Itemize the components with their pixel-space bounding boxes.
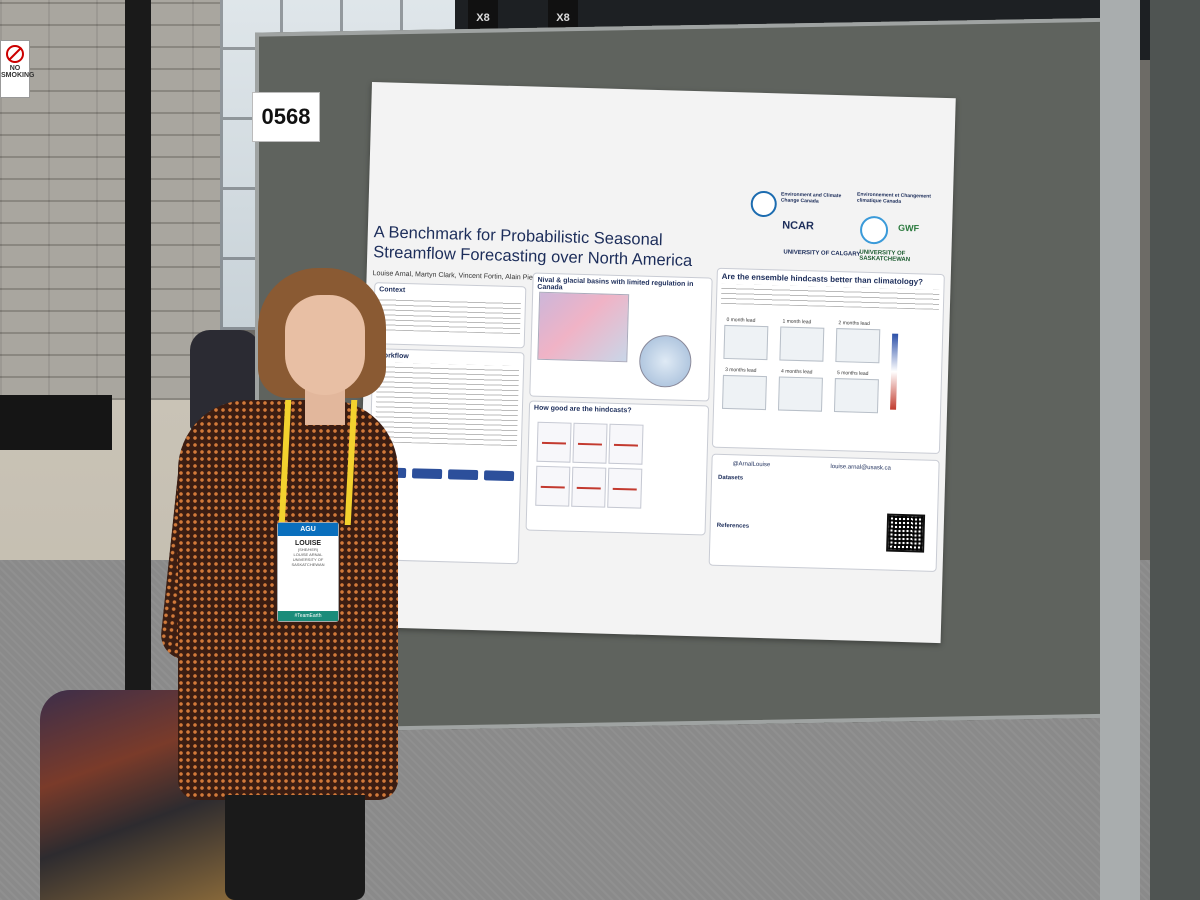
how-good-heading: How good are the hindcasts? bbox=[533, 404, 632, 415]
calgary-logo: UNIVERSITY OF CALGARY bbox=[783, 249, 861, 258]
skill-map-1 bbox=[779, 326, 825, 362]
skill-map-2 bbox=[835, 328, 881, 364]
lead-label-1: 1 month lead bbox=[782, 318, 812, 326]
person-face bbox=[285, 295, 365, 395]
workflow-step-3 bbox=[447, 469, 479, 481]
no-smoking-sign: NO SMOKING bbox=[0, 40, 35, 98]
context-text-lines bbox=[378, 296, 521, 335]
black-bench bbox=[0, 395, 112, 450]
workflow-text-lines bbox=[374, 362, 520, 447]
datasets-panel: @ArnalLouise louise.arnal@usask.ca Datas… bbox=[708, 453, 940, 572]
kge-plot-2 bbox=[572, 422, 608, 464]
eccc-logo: Environment and Climate Change Canada bbox=[780, 191, 842, 205]
basins-panel: Nival & glacial basins with limited regu… bbox=[529, 272, 713, 402]
lead-label-5: 5 months lead bbox=[836, 370, 869, 377]
name-badge: AGU LOUISE (SHE/HER) LOUISE ARNAL UNIVER… bbox=[277, 522, 339, 622]
badge-header: AGU bbox=[278, 523, 338, 536]
globe-logo-icon bbox=[859, 215, 889, 245]
lead-label-2: 2 months lead bbox=[838, 320, 870, 327]
climatology-panel: Are the ensemble hindcasts better than c… bbox=[711, 267, 945, 454]
no-smoking-label: NO SMOKING bbox=[1, 65, 35, 79]
badge-affiliation: UNIVERSITY OF SASKATCHEWAN bbox=[291, 557, 325, 567]
qr-code-icon bbox=[886, 513, 926, 553]
canada-basins-map bbox=[537, 291, 630, 363]
badge-pronoun: (SHE/HER) bbox=[297, 547, 319, 552]
kge-plot-1 bbox=[536, 421, 572, 463]
cuahsi-logo-icon bbox=[750, 190, 778, 218]
lead-label-3: 3 months lead bbox=[725, 366, 757, 374]
lead-label-0: 0 month lead bbox=[726, 316, 756, 324]
brick-wall bbox=[0, 0, 240, 400]
saskatchewan-logo: UNIVERSITY OF SASKATCHEWAN bbox=[859, 249, 911, 264]
research-poster: A Benchmark for Probabilistic Seasonal S… bbox=[356, 82, 956, 644]
no-smoking-icon bbox=[6, 45, 24, 63]
contact-email: louise.arnal@usask.ca bbox=[830, 463, 891, 472]
kge-plot-3 bbox=[608, 423, 644, 465]
eccc-fr-logo: Environnement et Changement climatique C… bbox=[856, 191, 932, 205]
ncar-logo: NCAR bbox=[781, 219, 815, 233]
references-heading: References bbox=[716, 522, 750, 530]
badge-full-name: LOUISE ARNAL bbox=[293, 552, 323, 557]
how-good-panel: How good are the hindcasts? bbox=[525, 400, 710, 536]
badge-footer: #TeamEarth bbox=[278, 611, 338, 621]
kge-plot-4 bbox=[535, 465, 571, 507]
context-panel: Context bbox=[372, 282, 527, 349]
adjacent-board bbox=[1150, 0, 1200, 900]
poster-title: A Benchmark for Probabilistic Seasonal S… bbox=[373, 222, 734, 272]
twitter-handle: @ArnalLouise bbox=[732, 461, 771, 469]
kge-plot-5 bbox=[571, 466, 607, 508]
board-number: 0568 bbox=[252, 92, 320, 142]
kge-plot-6 bbox=[607, 467, 643, 509]
skill-map-5 bbox=[833, 378, 879, 414]
skill-map-0 bbox=[723, 324, 769, 361]
workflow-step-4 bbox=[483, 470, 515, 482]
polar-plot bbox=[638, 334, 693, 389]
colorbar bbox=[890, 333, 899, 410]
person-legs bbox=[225, 795, 365, 900]
badge-first-name: LOUISE bbox=[294, 540, 322, 547]
yellow-lanyard bbox=[278, 400, 358, 525]
gwf-logo: GWF bbox=[897, 222, 920, 234]
black-pole bbox=[125, 0, 151, 690]
lead-label-4: 4 months lead bbox=[780, 368, 813, 376]
board-frame bbox=[1100, 0, 1140, 900]
datasets-heading: Datasets bbox=[717, 474, 744, 482]
workflow-step-2 bbox=[411, 468, 443, 480]
skill-map-3 bbox=[722, 374, 767, 411]
skill-map-4 bbox=[777, 376, 823, 412]
